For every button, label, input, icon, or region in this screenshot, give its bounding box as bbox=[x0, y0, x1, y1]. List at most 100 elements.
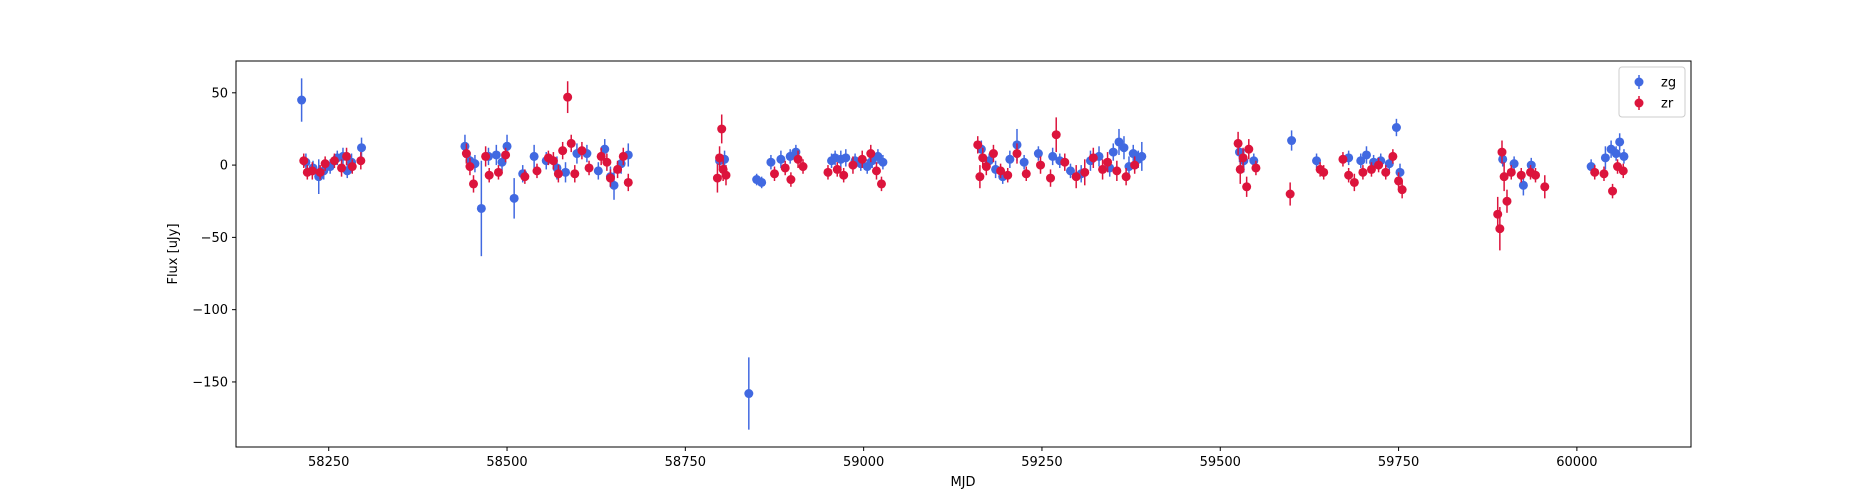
data-point-zg bbox=[497, 157, 507, 167]
data-point-zg bbox=[593, 166, 603, 176]
legend-marker bbox=[1634, 77, 1644, 87]
x-tick-label: 59000 bbox=[843, 455, 884, 470]
data-point-zr bbox=[1121, 172, 1131, 182]
data-point-zr bbox=[1051, 130, 1061, 140]
series-layer bbox=[297, 78, 1629, 430]
data-point-zr bbox=[465, 162, 475, 172]
data-point-zr bbox=[1112, 166, 1122, 176]
data-point-zg bbox=[1361, 150, 1371, 160]
data-point-zr bbox=[553, 169, 563, 179]
data-point-zr bbox=[461, 149, 471, 159]
x-tick-label: 58750 bbox=[665, 455, 706, 470]
data-point-zr bbox=[1080, 167, 1090, 177]
data-point-zr bbox=[1618, 166, 1628, 176]
data-point-zr bbox=[973, 140, 983, 150]
data-point-zr bbox=[1319, 167, 1329, 177]
data-point-zr bbox=[315, 167, 325, 177]
data-point-zr bbox=[1599, 169, 1609, 179]
data-point-zg bbox=[878, 157, 888, 167]
data-point-zg bbox=[1312, 156, 1322, 166]
data-point-zg bbox=[1119, 143, 1129, 153]
data-point-zg bbox=[357, 143, 367, 153]
data-point-zg bbox=[757, 177, 767, 187]
data-point-zr bbox=[481, 151, 491, 161]
data-point-zg bbox=[509, 193, 519, 203]
data-point-zr bbox=[356, 156, 366, 166]
data-point-zr bbox=[320, 159, 330, 169]
data-point-zr bbox=[605, 173, 615, 183]
x-tick-label: 58500 bbox=[486, 455, 527, 470]
data-point-zr bbox=[1516, 170, 1526, 180]
data-point-zg bbox=[1356, 156, 1366, 166]
data-point-zr bbox=[1238, 153, 1248, 163]
data-point-zg bbox=[1391, 123, 1401, 133]
data-point-zr bbox=[866, 149, 876, 159]
data-point-zr bbox=[1495, 224, 1505, 234]
x-axis-ticks: 58250 58500 58750 59000 59250 59500 59750 60000 bbox=[308, 447, 1598, 470]
data-point-zr bbox=[1358, 167, 1368, 177]
data-point-zr bbox=[1130, 160, 1140, 170]
data-point-zg bbox=[460, 141, 470, 151]
data-point-zg bbox=[776, 154, 786, 164]
data-point-zg bbox=[1005, 154, 1015, 164]
data-point-zr bbox=[501, 150, 511, 160]
data-point-zg bbox=[1611, 149, 1621, 159]
y-tick-label: 0 bbox=[220, 159, 228, 174]
data-point-zr bbox=[618, 151, 628, 161]
data-point-zg bbox=[1615, 137, 1625, 147]
data-point-zg bbox=[1033, 149, 1043, 159]
data-point-zr bbox=[1338, 154, 1348, 164]
data-point-zg bbox=[841, 153, 851, 163]
data-point-zr bbox=[1499, 172, 1509, 182]
data-point-zr bbox=[520, 172, 530, 182]
data-point-zr bbox=[780, 163, 790, 173]
data-point-zr bbox=[493, 167, 503, 177]
data-point-zr bbox=[584, 163, 594, 173]
data-point-zr bbox=[342, 151, 352, 161]
data-point-zg bbox=[502, 141, 512, 151]
data-point-zg bbox=[744, 389, 754, 399]
legend: zg zr bbox=[1618, 66, 1686, 118]
data-point-zr bbox=[823, 167, 833, 177]
data-point-zg bbox=[297, 95, 307, 105]
data-point-zr bbox=[563, 92, 573, 102]
data-point-zg bbox=[529, 151, 539, 161]
x-tick-label: 59250 bbox=[1021, 455, 1062, 470]
data-point-zr bbox=[1531, 170, 1541, 180]
data-point-zr bbox=[1285, 189, 1295, 199]
data-point-zg bbox=[1518, 180, 1528, 190]
data-point-zr bbox=[532, 166, 542, 176]
data-point-zg bbox=[1137, 151, 1147, 161]
data-point-zr bbox=[1374, 160, 1384, 170]
data-point-zg bbox=[1108, 147, 1118, 157]
data-point-zr bbox=[1060, 157, 1070, 167]
data-point-zg bbox=[561, 167, 571, 177]
data-point-zr bbox=[717, 124, 727, 134]
plot-area-frame bbox=[235, 60, 1692, 448]
data-point-zr bbox=[848, 160, 858, 170]
y-tick-label: −100 bbox=[192, 303, 228, 318]
x-tick-label: 59750 bbox=[1378, 455, 1419, 470]
legend-box bbox=[1618, 66, 1686, 118]
data-point-zr bbox=[1233, 138, 1243, 148]
data-point-zr bbox=[1502, 196, 1512, 206]
data-point-zr bbox=[712, 173, 722, 183]
data-point-zr bbox=[1088, 153, 1098, 163]
data-point-zr bbox=[715, 153, 725, 163]
data-point-zr bbox=[871, 166, 881, 176]
data-point-zr bbox=[347, 162, 357, 172]
data-point-zg bbox=[491, 150, 501, 160]
data-point-zr bbox=[1046, 173, 1056, 183]
data-point-zg bbox=[1048, 151, 1058, 161]
data-point-zr bbox=[975, 172, 985, 182]
data-point-zr bbox=[981, 162, 991, 172]
x-tick-label: 60000 bbox=[1556, 455, 1597, 470]
data-point-zr bbox=[1344, 170, 1354, 180]
series-zr bbox=[299, 81, 1628, 251]
data-point-zr bbox=[1103, 157, 1113, 167]
x-tick-label: 58250 bbox=[308, 455, 349, 470]
data-point-zr bbox=[1608, 186, 1618, 196]
data-point-zr bbox=[793, 154, 803, 164]
data-point-zg bbox=[1065, 166, 1075, 176]
y-tick-label: −150 bbox=[192, 375, 228, 390]
